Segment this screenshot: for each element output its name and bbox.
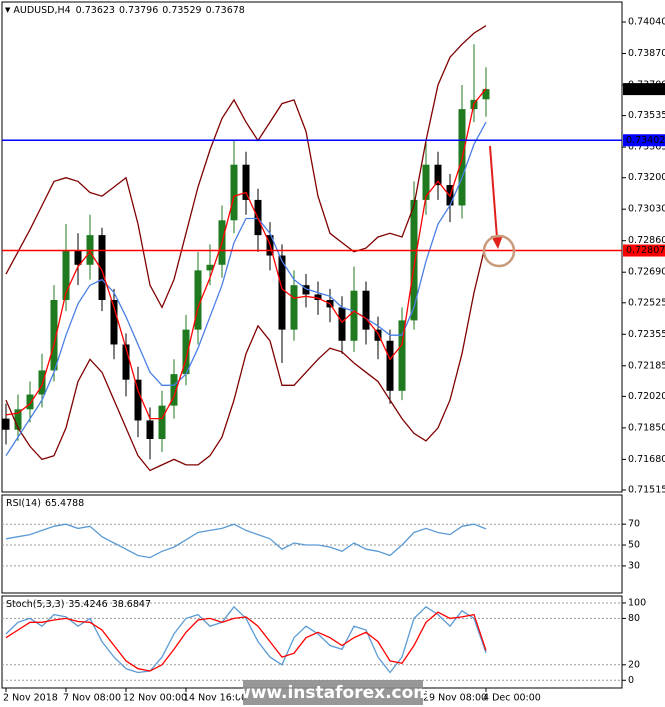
- close-value: 0.73678: [206, 5, 245, 16]
- candle-body: [62, 249, 70, 301]
- indicator-line: [5, 242, 487, 472]
- candle-body: [14, 409, 22, 430]
- stoch-header: Stoch(5,3,3) 35.4246 38.6847: [6, 599, 151, 610]
- rsi-header: RSI(14) 65.4788: [6, 498, 84, 509]
- stoch-signal-value: 38.6847: [112, 599, 151, 610]
- candle-body: [26, 394, 34, 410]
- y-tick-label: 0.72860: [628, 235, 665, 246]
- y-tick-label: 0.72690: [628, 267, 665, 278]
- indicator-line: [5, 121, 487, 457]
- indicator-line: [5, 605, 487, 674]
- watermark: www.instaforex.com: [235, 680, 431, 705]
- high-value: 0.73796: [119, 5, 158, 16]
- level-label: 0.72807: [626, 245, 665, 256]
- x-tick-label: 14 Nov 16:00: [183, 693, 247, 704]
- x-tick-label: 7 Nov 08:00: [63, 693, 121, 704]
- candle-body: [242, 164, 250, 200]
- y-tick-label: 80: [628, 613, 640, 624]
- arrow-head: [491, 235, 503, 249]
- y-tick-label: 0.71850: [628, 422, 665, 433]
- candle-body: [134, 379, 142, 421]
- x-tick-label: 2 Nov 2018: [3, 693, 58, 704]
- y-tick-label: 0.73365: [628, 142, 665, 153]
- indicator-line: [5, 611, 487, 672]
- stoch-title: Stoch(5,3,3): [6, 599, 64, 610]
- candle-body: [482, 89, 490, 100]
- panel-frame: [1, 595, 623, 689]
- y-tick-label: 0.72525: [628, 297, 665, 308]
- collapse-icon: ▼: [5, 6, 11, 14]
- y-tick-label: 20: [628, 659, 640, 670]
- y-tick-label: 70: [628, 519, 640, 530]
- y-tick-label: 0.71515: [628, 484, 665, 495]
- indicator-line: [5, 523, 487, 559]
- y-tick-label: 0.72185: [628, 360, 665, 371]
- candle-body: [38, 370, 46, 395]
- candle-body: [122, 344, 130, 380]
- y-tick-label: 50: [628, 540, 640, 551]
- panel-frame: [1, 1, 623, 493]
- level-label: 0.73402: [626, 135, 665, 146]
- forecast-annotation: [482, 145, 516, 268]
- candle-body: [110, 300, 118, 345]
- candle-body: [230, 164, 238, 221]
- watermark-text: www.instaforex.com: [235, 683, 431, 703]
- y-tick-label: 0: [628, 675, 634, 686]
- y-tick-label: 30: [628, 560, 640, 571]
- candle-body: [194, 270, 202, 330]
- price-label: 0.73678: [626, 84, 665, 95]
- candle-body: [386, 340, 394, 391]
- x-tick-label: 12 Nov 00:00: [123, 693, 187, 704]
- candle-body: [350, 290, 358, 341]
- candle-body: [398, 320, 406, 391]
- symbol: AUDUSD,H4: [13, 5, 70, 16]
- candle-body: [50, 300, 58, 371]
- y-tick-label: 0.72020: [628, 391, 665, 402]
- y-tick-label: 0.74040: [628, 17, 665, 28]
- y-tick-label: 100: [628, 597, 646, 608]
- y-tick-label: 0.73030: [628, 204, 665, 215]
- y-tick-label: 0.72355: [628, 329, 665, 340]
- chart-header: ▼ AUDUSD,H4 0.73623 0.73796 0.73529 0.73678: [5, 5, 245, 16]
- rsi-title: RSI(14): [6, 498, 41, 509]
- candle-body: [422, 164, 430, 200]
- candle-body: [182, 329, 190, 375]
- candle-body: [314, 294, 322, 301]
- rsi-value: 65.4788: [45, 498, 84, 509]
- candle-body: [362, 290, 370, 330]
- candle-body: [146, 420, 154, 439]
- candle-body: [278, 255, 286, 330]
- candle-body: [374, 329, 382, 341]
- stoch-main-value: 35.4246: [68, 599, 107, 610]
- y-tick-label: 0.73200: [628, 172, 665, 183]
- candle-body: [170, 374, 178, 406]
- target-circle: [482, 234, 516, 268]
- open-value: 0.73623: [76, 5, 115, 16]
- panel-frame: [1, 494, 623, 594]
- candle-body: [206, 264, 214, 271]
- y-tick-label: 0.73535: [628, 110, 665, 121]
- candle-body: [2, 418, 10, 430]
- y-tick-label: 0.73870: [628, 48, 665, 59]
- indicator-line: [5, 25, 487, 309]
- candle-body: [74, 249, 82, 265]
- watermark-box: [243, 680, 423, 705]
- y-tick-label: 0.71680: [628, 454, 665, 465]
- candle-body: [158, 405, 166, 439]
- price-label-box: [623, 83, 665, 96]
- level-label-box: [623, 134, 665, 147]
- candle-body: [290, 285, 298, 330]
- candle-body: [98, 235, 106, 301]
- level-label-box: [623, 244, 665, 257]
- low-value: 0.73529: [162, 5, 201, 16]
- x-tick-label: 29 Nov 08:00: [423, 693, 487, 704]
- candle-body: [338, 307, 346, 341]
- arrow-shaft: [489, 145, 498, 239]
- candle-body: [410, 199, 418, 321]
- candle-body: [302, 285, 310, 295]
- indicator-line: [5, 88, 487, 420]
- candle-body: [434, 164, 442, 186]
- x-tick-label: 4 Dec 00:00: [483, 693, 541, 704]
